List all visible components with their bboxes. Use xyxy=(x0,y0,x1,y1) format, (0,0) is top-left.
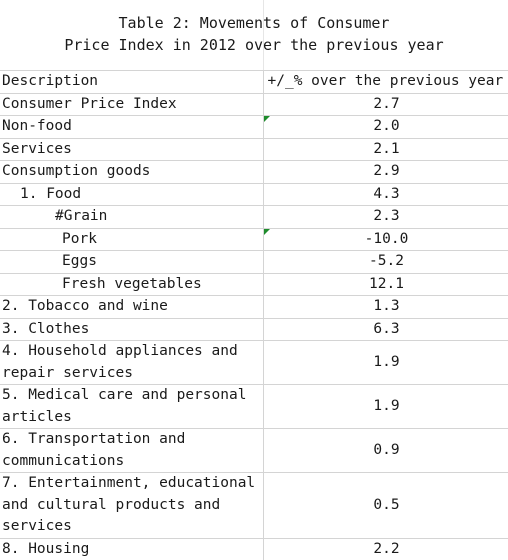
value-cell[interactable]: 2.7 xyxy=(263,92,508,116)
table-row: 3. Clothes 6.3 xyxy=(0,317,508,341)
description-cell[interactable]: Eggs xyxy=(0,250,264,273)
header-change-cell[interactable]: +/_% over the previous year xyxy=(263,70,508,93)
description-cell[interactable]: Consumption goods xyxy=(0,160,264,183)
table-row: Fresh vegetables 12.1 xyxy=(0,272,508,296)
table-row: Pork -10.0 xyxy=(0,227,508,251)
description-cell[interactable]: #Grain xyxy=(0,205,264,228)
value-cell[interactable]: 6.3 xyxy=(263,317,508,341)
value-cell[interactable]: 1.9 xyxy=(263,340,508,385)
description-cell[interactable]: Services xyxy=(0,137,264,161)
description-cell[interactable]: 5. Medical care and personal articles xyxy=(0,384,264,429)
value-cell[interactable]: 2.3 xyxy=(263,205,508,228)
table-title: Table 2: Movements of Consumer Price Ind… xyxy=(0,12,508,56)
value-cell[interactable]: 0.5 xyxy=(263,472,508,538)
table-row: 8. Housing 2.2 xyxy=(0,537,508,560)
table-row: Services 2.1 xyxy=(0,137,508,161)
error-flag-icon xyxy=(263,116,270,122)
table-row: 7. Entertainment, educational and cultur… xyxy=(0,472,508,538)
header-row: Description +/_% over the previous year xyxy=(0,70,508,93)
table-row: 5. Medical care and personal articles 1.… xyxy=(0,384,508,429)
value-cell[interactable]: 1.3 xyxy=(263,295,508,318)
description-cell[interactable]: Fresh vegetables xyxy=(0,272,264,296)
value-cell[interactable]: 4.3 xyxy=(263,182,508,206)
description-cell[interactable]: 4. Household appliances and repair servi… xyxy=(0,340,264,385)
value-cell[interactable]: 2.1 xyxy=(263,137,508,161)
cpi-table: Description +/_% over the previous year … xyxy=(0,70,508,560)
value-cell[interactable]: -10.0 xyxy=(263,227,508,251)
value-cell[interactable]: -5.2 xyxy=(263,250,508,273)
description-text: Non-food xyxy=(2,118,72,134)
value-text: 2.0 xyxy=(373,118,400,134)
table-row: 2. Tobacco and wine 1.3 xyxy=(0,295,508,318)
description-cell[interactable]: 7. Entertainment, educational and cultur… xyxy=(0,472,264,538)
value-cell[interactable]: 0.9 xyxy=(263,428,508,473)
value-cell[interactable]: 2.2 xyxy=(263,537,508,560)
description-cell[interactable]: 3. Clothes xyxy=(0,317,264,341)
description-cell[interactable]: 6. Transportation and communications xyxy=(0,428,264,473)
table-row: Eggs -5.2 xyxy=(0,250,508,273)
description-cell[interactable]: Consumer Price Index xyxy=(0,92,264,116)
value-text: -10.0 xyxy=(364,230,409,247)
table-row: 4. Household appliances and repair servi… xyxy=(0,340,508,385)
description-cell[interactable]: 2. Tobacco and wine xyxy=(0,295,264,318)
table-row: Non-food 2.0 xyxy=(0,115,508,138)
column-gridline xyxy=(263,0,264,70)
value-cell[interactable]: 1.9 xyxy=(263,384,508,429)
description-cell[interactable]: Non-food xyxy=(0,115,264,138)
table-title-line-2: Price Index in 2012 over the previous ye… xyxy=(64,36,444,54)
header-description-cell[interactable]: Description xyxy=(0,70,264,93)
error-flag-icon xyxy=(263,228,270,235)
description-cell[interactable]: 1. Food xyxy=(0,182,264,206)
table-row: #Grain 2.3 xyxy=(0,205,508,228)
description-cell[interactable]: Pork xyxy=(0,227,264,251)
value-cell[interactable]: 2.0 xyxy=(263,115,508,138)
table-row: 6. Transportation and communications 0.9 xyxy=(0,428,508,473)
table-row: Consumer Price Index 2.7 xyxy=(0,92,508,116)
value-cell[interactable]: 12.1 xyxy=(263,272,508,296)
value-cell[interactable]: 2.9 xyxy=(263,160,508,183)
description-cell[interactable]: 8. Housing xyxy=(0,537,264,560)
table-row: 1. Food 4.3 xyxy=(0,182,508,206)
table-title-line-1: Table 2: Movements of Consumer xyxy=(118,14,390,32)
table-row: Consumption goods 2.9 xyxy=(0,160,508,183)
